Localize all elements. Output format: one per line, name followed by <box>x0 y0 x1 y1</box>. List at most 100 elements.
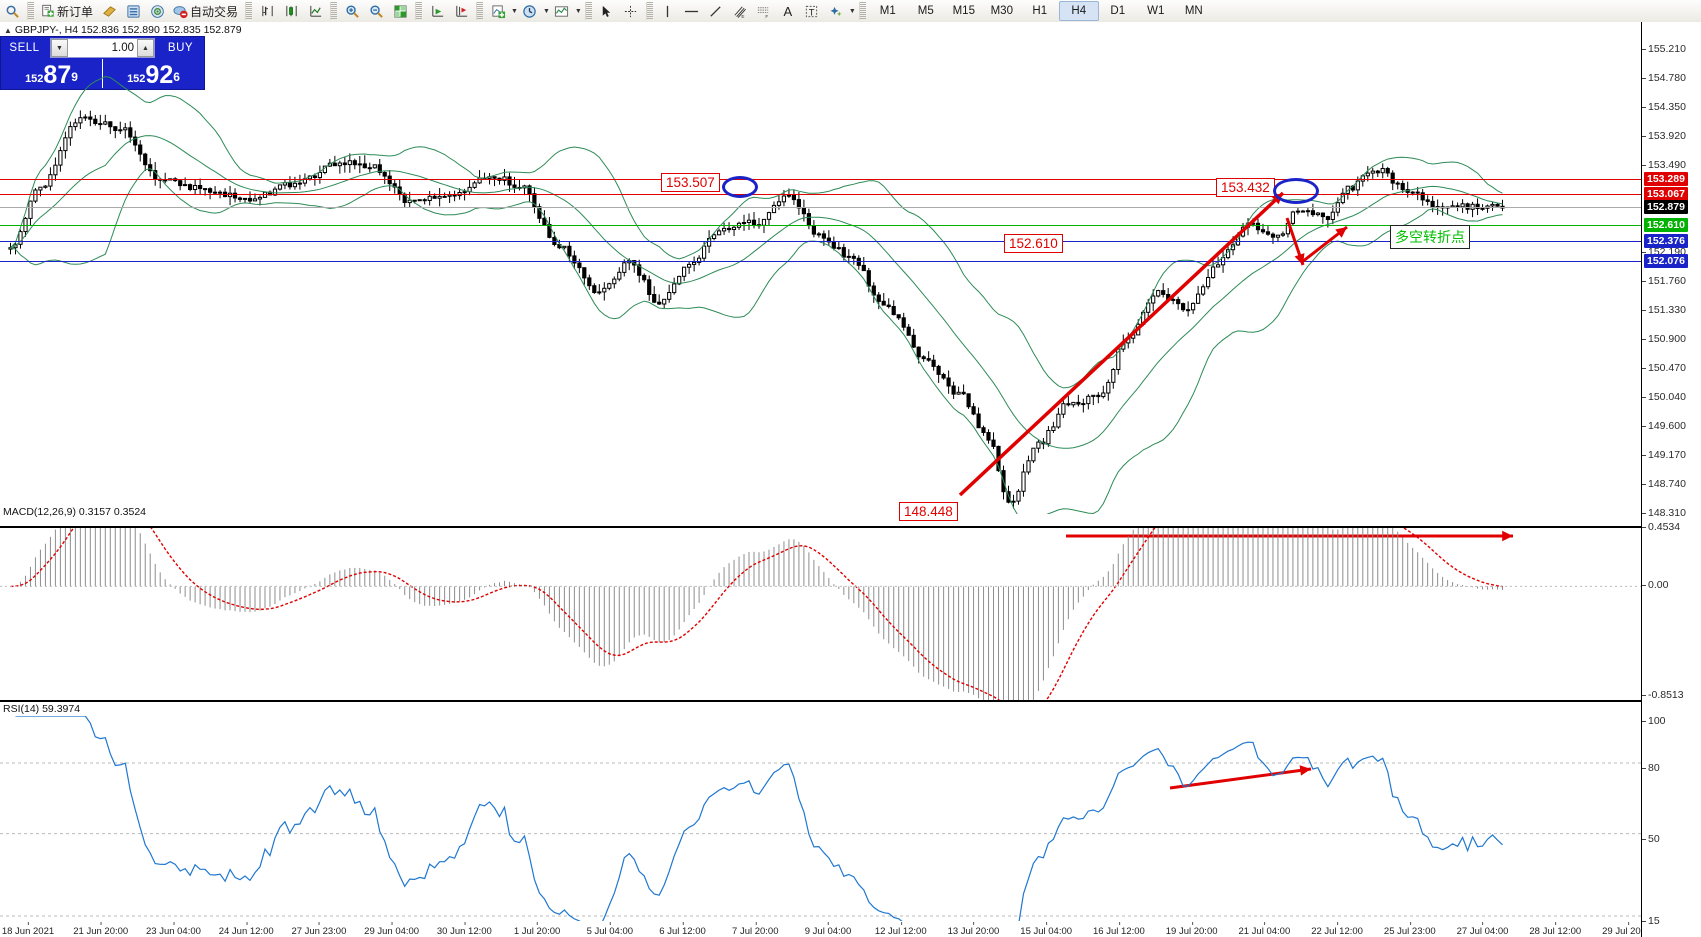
rsi-tick: 100 <box>1642 715 1666 727</box>
time-tick: 30 Jun 12:00 <box>436 922 492 937</box>
drawing-annotations <box>958 191 1513 790</box>
volume-decrease-icon[interactable]: ▼ <box>51 39 68 57</box>
crosshair-icon[interactable] <box>619 1 643 21</box>
recovery-up-arrow[interactable] <box>1301 225 1348 264</box>
periods-dropdown-caret[interactable]: ▼ <box>542 7 550 15</box>
time-tick: 29 Jul 20:00 <box>1602 922 1654 937</box>
timeframe-h1[interactable]: H1 <box>1032 5 1048 17</box>
timeframe-m30[interactable]: M30 <box>990 5 1013 17</box>
time-tick: 12 Jul 12:00 <box>874 922 927 937</box>
vertical-line-icon[interactable] <box>656 1 680 21</box>
timeframe-d1[interactable]: D1 <box>1110 5 1126 17</box>
price-label-152076[interactable]: 152.076 <box>1644 253 1688 268</box>
price-tick: 153.490 <box>1642 158 1686 171</box>
macd-pane-separator[interactable] <box>0 526 1641 528</box>
price-tag-153432[interactable]: 153.432 <box>1216 178 1275 197</box>
horizontal-line-icon[interactable] <box>680 1 704 21</box>
chinese-annotation-note[interactable]: 多空转折点 <box>1390 225 1470 249</box>
new-order-button[interactable]: 新订单 <box>37 1 97 21</box>
fibonacci-icon[interactable]: F <box>752 1 776 21</box>
macd-divergence-arrow[interactable] <box>1066 530 1513 542</box>
price-tag-148448[interactable]: 148.448 <box>899 502 958 521</box>
sell-button[interactable]: SELL <box>9 42 40 54</box>
price-label-153067[interactable]: 153.067 <box>1644 187 1688 202</box>
timeframe-w1[interactable]: W1 <box>1147 5 1165 17</box>
toolbar-separator <box>330 2 338 20</box>
line-chart-icon[interactable] <box>303 1 327 21</box>
indicators-dropdown-caret[interactable]: ▼ <box>511 7 518 15</box>
level-line-152076[interactable] <box>0 260 1641 262</box>
volume-stepper[interactable]: ▼ 1.00 ▲ <box>50 38 155 58</box>
level-line-153289[interactable] <box>0 179 1641 181</box>
templates-icon[interactable] <box>550 1 574 21</box>
price-label-152376[interactable]: 152.376 <box>1644 233 1688 248</box>
price-tick: 150.900 <box>1642 332 1686 345</box>
text-label-icon[interactable]: T <box>800 1 824 21</box>
price-tick: 150.470 <box>1642 361 1686 374</box>
auto-scroll-icon[interactable] <box>425 1 449 21</box>
bar-chart-icon[interactable] <box>255 1 279 21</box>
signals-icon[interactable] <box>145 1 169 21</box>
timeframe-m15[interactable]: M15 <box>952 5 975 17</box>
buy-price[interactable]: 152 92 6 <box>103 59 204 88</box>
buy-button[interactable]: BUY <box>167 42 194 54</box>
timeframe-m5[interactable]: M5 <box>917 5 934 17</box>
chart-shift-icon[interactable] <box>449 1 473 21</box>
price-tick: 150.040 <box>1642 390 1686 403</box>
level-line-152610[interactable] <box>0 224 1641 226</box>
metaeditor-icon[interactable] <box>97 1 121 21</box>
timeframe-m1[interactable]: M1 <box>879 5 896 17</box>
time-tick: 9 Jul 04:00 <box>804 922 852 937</box>
rsi-trend-arrow[interactable] <box>1169 765 1312 790</box>
macd-header: MACD(12,26,9) 0.3157 0.3524 <box>3 506 147 518</box>
time-tick: 13 Jul 20:00 <box>947 922 1000 937</box>
trendline-icon[interactable] <box>704 1 728 21</box>
price-axis[interactable]: 155.210 154.780 154.350 153.920 153.490 152.1… <box>1641 22 1701 937</box>
search-icon[interactable] <box>0 1 24 21</box>
price-tick: 148.740 <box>1642 478 1686 491</box>
shapes-icon[interactable] <box>824 1 848 21</box>
indicators-icon[interactable] <box>486 1 510 21</box>
autotrading-button[interactable]: 自动交易 <box>169 1 242 21</box>
highlight-ellipse-right[interactable] <box>1273 178 1319 204</box>
templates-dropdown-caret[interactable]: ▼ <box>574 7 582 15</box>
one-click-trading-panel[interactable]: SELL ▼ 1.00 ▲ BUY 152 87 9 152 92 6 <box>0 36 205 90</box>
collapse-triangle-icon[interactable]: ▲ <box>4 26 12 35</box>
level-line-152879[interactable] <box>0 206 1641 208</box>
rsi-pane-separator[interactable] <box>0 700 1641 702</box>
price-label-152879[interactable]: 152.879 <box>1644 199 1688 214</box>
timeframe-mn[interactable]: MN <box>1184 5 1203 17</box>
price-tag-152610[interactable]: 152.610 <box>1004 234 1063 253</box>
buy-price-fraction: 6 <box>173 70 180 84</box>
volume-increase-icon[interactable]: ▲ <box>137 39 154 57</box>
time-axis: 18 Jun 2021 21 Jun 20:00 23 Jun 04:00 24 Ju… <box>0 922 1654 937</box>
data-window-icon[interactable] <box>388 1 412 21</box>
time-tick: 29 Jun 04:00 <box>364 922 420 937</box>
chart-area[interactable]: ▲ GBPJPY-, H4 152.836 152.890 152.835 15… <box>0 22 1701 937</box>
level-line-153067[interactable] <box>0 194 1641 196</box>
level-line-152376[interactable] <box>0 240 1641 242</box>
time-tick: 7 Jul 20:00 <box>732 922 779 937</box>
new-order-label: 新订单 <box>57 4 94 19</box>
price-label-152610[interactable]: 152.610 <box>1644 217 1688 232</box>
periods-icon[interactable] <box>518 1 542 21</box>
timeframe-h4[interactable]: H4 <box>1058 1 1099 21</box>
candlestick-chart-icon[interactable] <box>279 1 303 21</box>
volume-value[interactable]: 1.00 <box>111 42 134 54</box>
cursor-icon[interactable] <box>595 1 619 21</box>
macd-tick: 0.00 <box>1641 579 1669 592</box>
shapes-dropdown-caret[interactable]: ▼ <box>848 7 856 15</box>
zoom-in-icon[interactable] <box>340 1 364 21</box>
time-tick: 27 Jul 04:00 <box>1456 922 1509 937</box>
highlight-ellipse-left[interactable] <box>722 176 758 198</box>
time-tick: 22 Jul 12:00 <box>1311 922 1363 937</box>
navigator-icon[interactable] <box>121 1 145 21</box>
symbol-header: ▲ GBPJPY-, H4 152.836 152.890 152.835 15… <box>4 24 242 36</box>
text-icon[interactable]: A <box>783 3 793 19</box>
equidistant-channel-icon[interactable]: E <box>728 1 752 21</box>
zoom-out-icon[interactable] <box>364 1 388 21</box>
toolbar-separator <box>584 2 592 20</box>
price-label-153289[interactable]: 153.289 <box>1644 172 1688 187</box>
sell-price[interactable]: 152 87 9 <box>1 59 103 88</box>
price-tag-153507[interactable]: 153.507 <box>661 173 720 192</box>
